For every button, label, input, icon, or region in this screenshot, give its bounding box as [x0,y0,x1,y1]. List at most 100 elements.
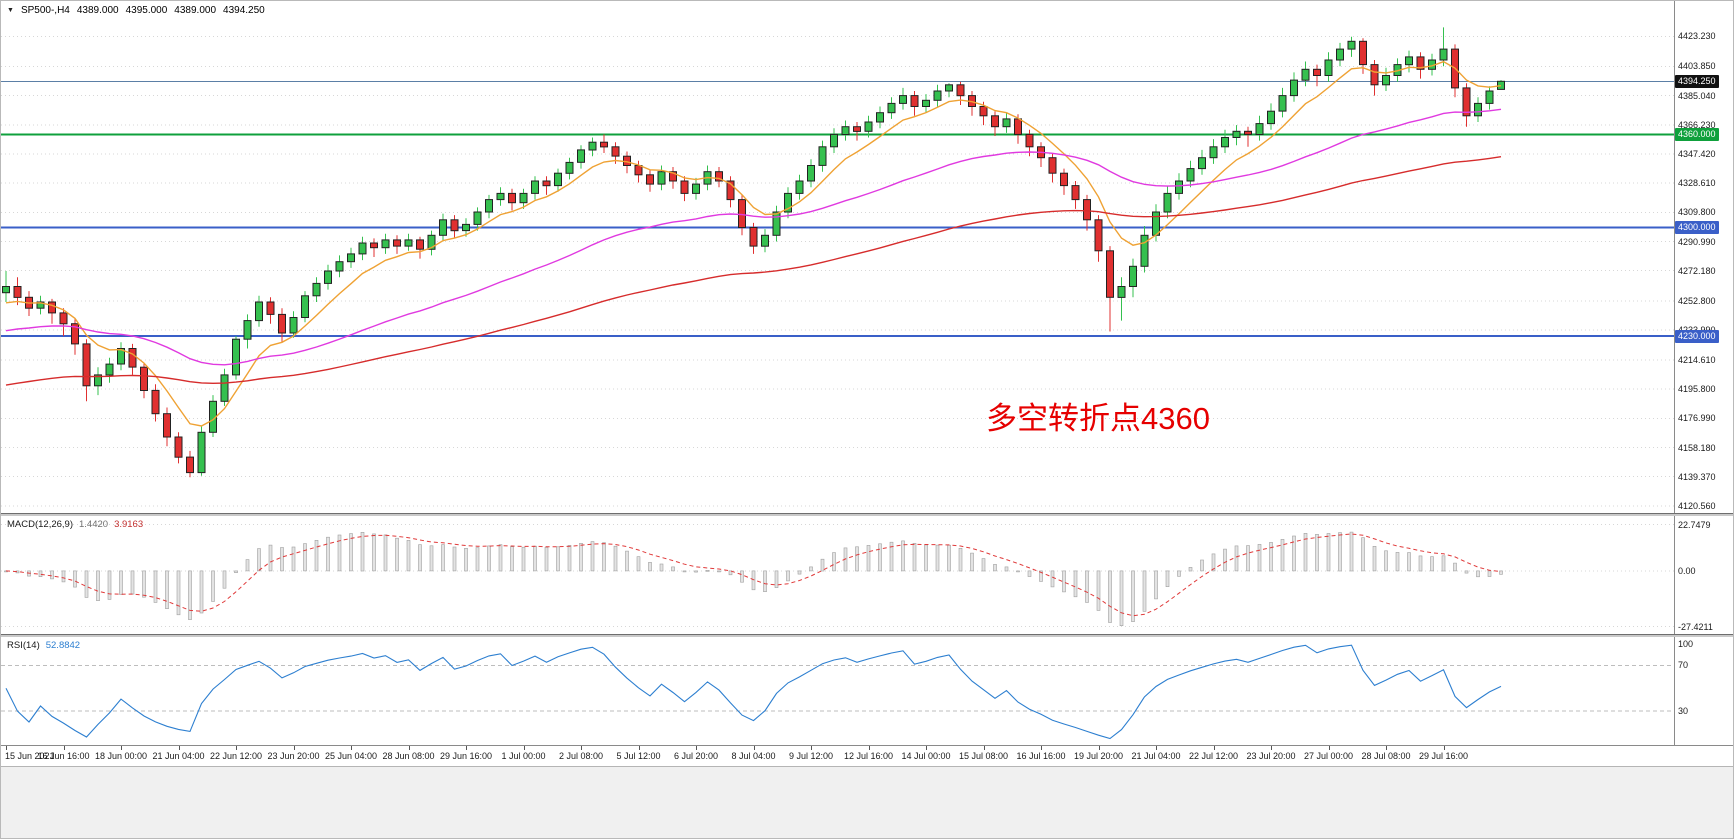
time-tick-mark [6,746,7,750]
candle [761,229,769,253]
candle [1497,80,1505,90]
time-tick-mark [1098,746,1100,750]
rsi-value: 52.8842 [45,640,81,651]
panel-separator[interactable] [1,513,1733,516]
symbol-dropdown-icon[interactable]: ▼ [7,7,14,14]
annotation-text: 多空转折点4360 [986,401,1210,436]
candlestick-series [2,27,1505,478]
candle [841,120,850,141]
candle [1485,86,1494,110]
price-tick-label: 4366.230 [1678,119,1716,130]
candle [968,91,976,116]
candle [301,291,309,323]
candle [496,187,505,206]
main-chart-plot[interactable]: ▼ SP500-,H4 4389.000 4395.000 4389.000 4… [1,1,1674,513]
macd-axis[interactable]: 22.7479 0.00 -27.4211 [1674,516,1733,634]
symbol-title: SP500-,H4 [20,5,70,16]
time-tick-label: 14 Jul 00:00 [901,751,951,761]
time-tick-label: 23 Jun 20:00 [267,751,320,761]
candle [899,87,907,110]
candle [1071,181,1080,209]
candle [519,188,528,209]
macd-axis-label: 0.00 [1678,565,1696,576]
candle [393,235,401,254]
rsi-axis[interactable]: 100 70 30 [1674,637,1733,745]
candle [1083,194,1091,231]
time-tick-mark [868,746,870,750]
moving-average-lines [5,60,1502,427]
candle [600,134,608,153]
time-tick-mark [1271,746,1272,750]
candle [531,176,539,200]
time-tick-label: 18 Jun 00:00 [94,751,148,761]
time-tick-label: 25 Jun 04:00 [324,751,378,761]
macd-value: 1.4420 [79,519,109,530]
time-tick-mark [1328,746,1330,750]
candle [945,83,953,98]
candle [220,368,229,406]
candle [439,213,447,242]
time-tick-label: 19 Jul 20:00 [1073,751,1124,761]
time-axis[interactable]: 15 Jun 2021 16 Jun 16:00 18 Jun 00:00 21 Ju… [1,745,1733,766]
ohlc-close: 4394.250 [223,5,265,16]
panel-separator[interactable] [1,634,1733,637]
rsi-plot[interactable]: RSI(14) 52.8842 [1,637,1674,745]
macd-signal-line [5,533,1502,617]
ma-mid-line [5,108,1502,366]
price-tick-label: 4158.180 [1678,442,1716,453]
candle [991,111,999,136]
candle [278,308,286,343]
candle [565,157,574,180]
rsi-axis-label: 30 [1678,705,1689,716]
time-tick-label: 16 Jul 16:00 [1016,751,1066,761]
candle [554,168,562,192]
time-tick-mark [523,746,525,750]
candle [1198,149,1206,175]
candle [1313,64,1321,87]
candle [1255,115,1264,141]
price-tick-label: 4120.560 [1678,500,1716,511]
candle [48,298,56,324]
price-badge: 4300.000 [1675,221,1719,235]
time-tick-label: 29 Jul 16:00 [1418,751,1469,761]
macd-axis-label: -27.4211 [1678,621,1713,632]
candle [266,297,275,324]
macd-signal-value: 3.9163 [114,519,144,530]
macd-header: MACD(12,26,9) 1.4420 3.9163 [7,519,143,530]
candle [577,145,585,169]
time-tick-mark [638,746,640,750]
candle [542,176,551,195]
time-tick-mark [236,746,237,750]
candle [1221,129,1229,153]
time-tick-mark [1443,746,1445,750]
price-tick-label: 4403.850 [1678,61,1716,72]
candle [818,140,827,172]
candle [255,295,263,327]
candle [1370,60,1379,96]
candle [1324,52,1333,82]
candle [1163,185,1172,219]
candle [876,106,884,129]
time-tick-mark [581,746,582,750]
time-tick-label: 22 Jun 12:00 [209,751,263,761]
candle [473,207,482,231]
candle [82,339,91,402]
candle [1037,142,1045,167]
rsi-line [5,644,1502,740]
time-tick-label: 1 Jul 00:00 [501,751,546,761]
candle [347,247,355,268]
time-tick-mark [178,746,180,750]
price-tick-label: 4252.800 [1678,295,1716,306]
candle [784,187,792,219]
time-tick-label: 29 Jun 16:00 [439,751,493,761]
macd-plot[interactable]: MACD(12,26,9) 1.4420 3.9163 [1,516,1674,634]
candle [59,308,68,337]
price-tick-label: 4214.610 [1678,355,1716,365]
candle [1382,67,1390,91]
candle [726,176,735,208]
price-axis[interactable]: 4423.230 4403.850 4385.040 4366.230 4347.420… [1674,1,1733,513]
price-tick-label: 4328.610 [1678,178,1716,189]
candle [243,314,252,349]
time-tick-mark [983,746,985,750]
candle [715,167,723,188]
